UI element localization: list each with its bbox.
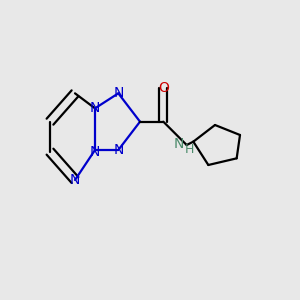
Text: N: N <box>113 86 124 100</box>
Text: N: N <box>90 145 100 158</box>
Text: N: N <box>70 173 80 187</box>
Text: H: H <box>185 143 194 156</box>
Text: N: N <box>90 101 100 115</box>
Text: O: O <box>158 81 169 95</box>
Text: N: N <box>113 143 124 157</box>
Text: N: N <box>173 136 184 151</box>
